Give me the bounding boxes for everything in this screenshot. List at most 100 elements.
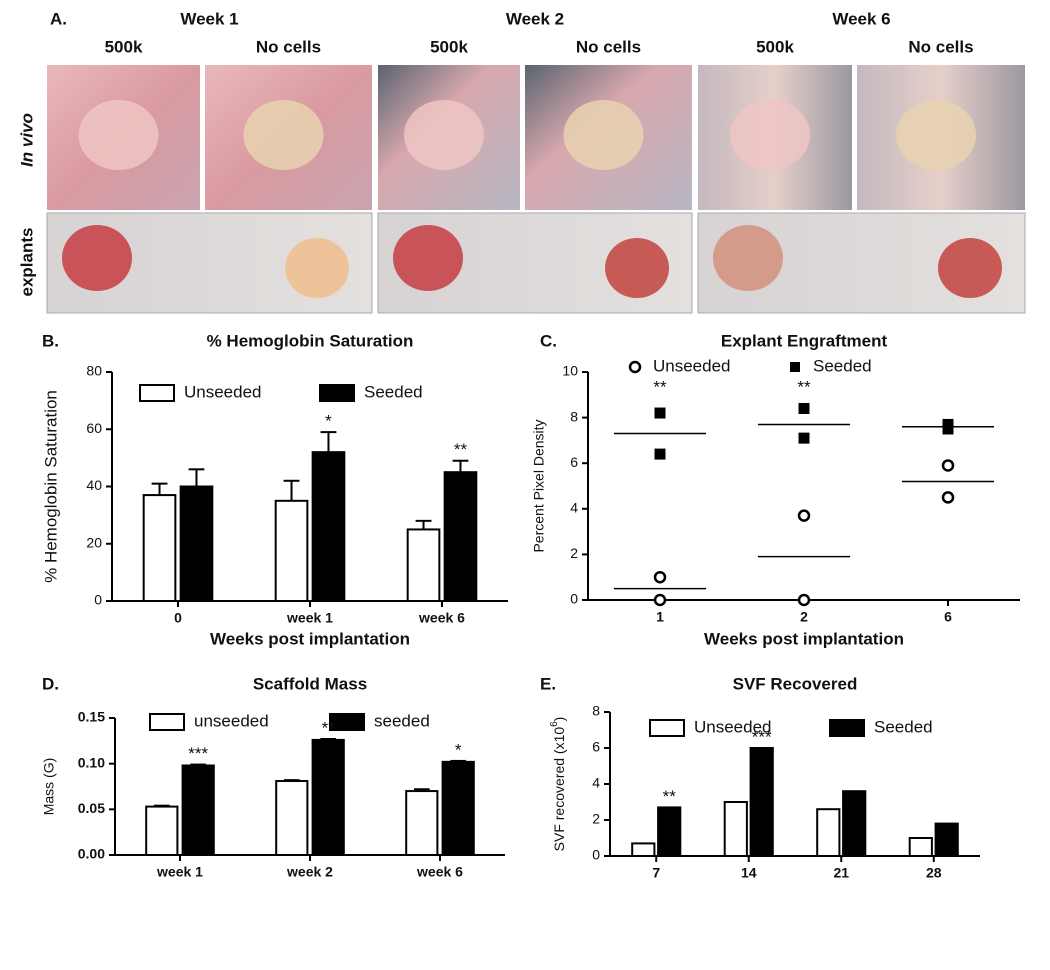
x-tick-label: 14 [741, 865, 757, 881]
bar [657, 806, 682, 858]
legend-label: unseeded [194, 711, 269, 730]
legend-label: Seeded [364, 382, 423, 401]
implant [563, 100, 644, 170]
y-tick-label: 0.10 [78, 754, 105, 770]
point [941, 459, 955, 472]
explant [938, 238, 1002, 298]
y-tick-label: 20 [86, 534, 102, 550]
chart-title: % Hemoglobin Saturation [207, 331, 414, 350]
bar [405, 790, 439, 856]
legend-swatch [149, 713, 185, 731]
y-axis-label: SVF recovered (x106) [549, 717, 567, 852]
legend-swatch [139, 384, 175, 402]
legend-marker [790, 362, 800, 372]
x-tick-label: 21 [833, 865, 849, 881]
x-tick-label: 28 [926, 865, 942, 881]
row-label: In vivo [17, 113, 36, 167]
y-tick-label: 0 [570, 591, 578, 607]
bar [443, 471, 478, 602]
point [653, 570, 667, 584]
column-label: 500k [105, 37, 143, 56]
x-tick-label: week 2 [286, 864, 333, 880]
y-tick-label: 0.05 [78, 800, 105, 816]
y-tick-label: 0.15 [78, 709, 105, 725]
significance-label: * [455, 740, 462, 759]
point [654, 407, 666, 419]
legend-swatch [319, 384, 355, 402]
panel-label: A. [50, 9, 67, 28]
bar [749, 747, 774, 857]
legend-label: Unseeded [653, 356, 731, 375]
point [797, 593, 811, 607]
implant [78, 100, 159, 170]
y-axis-label: % Hemoglobin Saturation [41, 390, 60, 583]
bar [311, 451, 346, 602]
x-tick-label: 6 [944, 609, 952, 625]
significance-label: ** [454, 440, 468, 459]
y-axis-label-part: ) [551, 717, 567, 722]
panel-label: B. [42, 331, 59, 350]
week-title: Week 1 [180, 9, 238, 28]
significance-label: ** [663, 787, 677, 806]
significance-label: *** [752, 727, 772, 746]
y-tick-label: 2 [592, 811, 600, 827]
y-tick-label: 8 [570, 408, 578, 424]
point [654, 448, 666, 460]
y-axis-label-part: 6 [549, 721, 560, 727]
y-tick-label: 6 [570, 454, 578, 470]
legend-swatch [329, 713, 365, 731]
bar [181, 764, 215, 857]
significance-label: ** [322, 718, 336, 737]
y-tick-label: 0.00 [78, 846, 105, 862]
point [798, 432, 810, 444]
y-tick-label: 0 [94, 592, 102, 608]
y-tick-label: 4 [570, 500, 578, 516]
column-label: 500k [756, 37, 794, 56]
legend-marker [628, 360, 642, 374]
week-title: Week 6 [832, 9, 890, 28]
significance-label: ** [653, 377, 667, 396]
column-label: No cells [256, 37, 321, 56]
y-axis-label: Mass (G) [41, 758, 57, 816]
legend-label: seeded [374, 711, 430, 730]
point [798, 402, 810, 414]
column-label: 500k [430, 37, 468, 56]
bar [179, 485, 214, 602]
significance-label: ** [797, 377, 811, 396]
implant [243, 100, 324, 170]
x-tick-label: week 1 [156, 864, 203, 880]
x-tick-label: week 6 [416, 864, 463, 880]
x-tick-label: week 1 [286, 610, 333, 626]
bar [274, 499, 309, 602]
bar [406, 528, 441, 602]
bar [142, 494, 177, 602]
chart-title: SVF Recovered [733, 674, 858, 693]
point [797, 509, 811, 522]
y-tick-label: 10 [562, 363, 578, 379]
y-axis-label-part: SVF recovered (x10 [551, 727, 567, 852]
y-tick-label: 0 [592, 847, 600, 863]
legend-swatch [829, 719, 865, 737]
point [653, 593, 667, 607]
explant [713, 225, 783, 291]
y-tick-label: 40 [86, 477, 102, 493]
y-tick-label: 60 [86, 420, 102, 436]
bar [908, 837, 933, 857]
bar [934, 822, 959, 857]
panel-label: E. [540, 674, 556, 693]
bar [631, 842, 656, 858]
legend-label: Seeded [813, 356, 872, 375]
panel-label: D. [42, 674, 59, 693]
explant [285, 238, 349, 298]
bar [842, 790, 867, 858]
panel-label: C. [540, 331, 557, 350]
y-tick-label: 4 [592, 775, 600, 791]
implant [730, 100, 810, 170]
row-label: explants [17, 228, 36, 297]
column-label: No cells [908, 37, 973, 56]
x-tick-label: 7 [652, 865, 660, 881]
point [942, 418, 954, 430]
explant [393, 225, 463, 291]
legend-swatch [649, 719, 685, 737]
